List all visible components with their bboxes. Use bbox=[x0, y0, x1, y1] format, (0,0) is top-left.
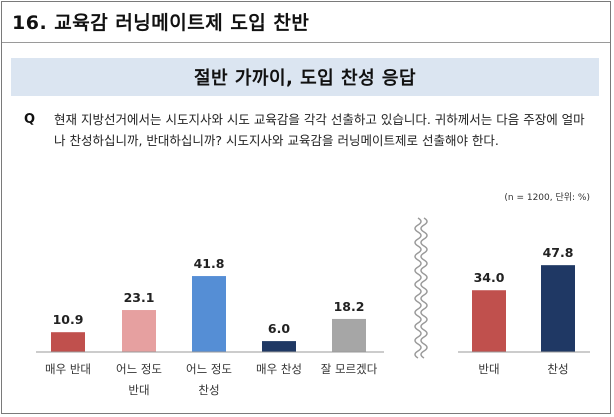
axis-break-line bbox=[420, 217, 428, 359]
category-label: 반대 bbox=[478, 362, 499, 376]
category-label: 매우 찬성 bbox=[256, 362, 302, 376]
sample-note: (n = 1200, 단위: %) bbox=[504, 193, 590, 203]
bar-value-label: 6.0 bbox=[268, 321, 290, 336]
bar bbox=[332, 318, 366, 352]
bar-value-label: 47.8 bbox=[543, 245, 574, 260]
bar bbox=[472, 290, 506, 352]
category-label: 찬성 bbox=[547, 362, 568, 376]
bar bbox=[541, 265, 575, 352]
category-label: 잘 모르겠다 bbox=[321, 362, 378, 376]
bar-value-label: 18.2 bbox=[334, 299, 365, 314]
axis-break-line bbox=[414, 217, 422, 359]
category-label: 매우 반대 bbox=[45, 362, 91, 376]
bar bbox=[192, 276, 226, 352]
bar bbox=[262, 341, 296, 352]
page-title: 16. 교육감 러닝메이트제 도입 찬반 bbox=[12, 12, 310, 34]
bar-value-label: 10.9 bbox=[53, 312, 84, 327]
question-mark: Q bbox=[24, 112, 36, 127]
bar-value-label: 23.1 bbox=[124, 290, 155, 305]
bar bbox=[51, 332, 85, 352]
bar-value-label: 41.8 bbox=[194, 256, 225, 271]
category-label: 어느 정도 찬성 bbox=[186, 362, 232, 397]
title-divider bbox=[2, 42, 610, 43]
question-text: 현재 지방선거에서는 시도지사와 시도 교육감을 각각 선출하고 있습니다. 귀… bbox=[54, 112, 585, 148]
headline-banner: 절반 가까이, 도입 찬성 응답 bbox=[11, 58, 599, 96]
bar-value-label: 34.0 bbox=[474, 270, 505, 285]
category-label: 어느 정도 반대 bbox=[116, 362, 162, 397]
bar bbox=[122, 310, 156, 352]
